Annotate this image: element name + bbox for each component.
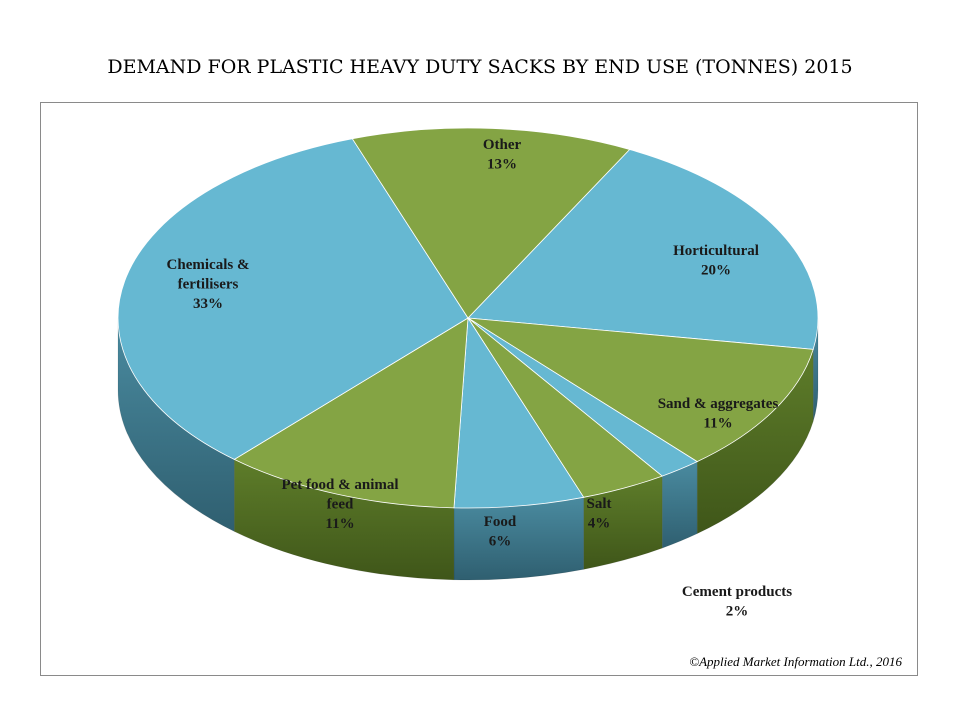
slice-label-petfood-line2: feed xyxy=(327,497,354,513)
slice-label-petfood-line1: Pet food & animal xyxy=(281,477,398,493)
pie-slice-sand xyxy=(467,317,814,463)
slice-value-salt: 4% xyxy=(588,516,611,532)
pie-labels: Horticultural 20% Sand & aggregates 11% Ceme… xyxy=(167,137,793,620)
slice-value-cement: 2% xyxy=(726,604,749,620)
slice-value-horticultural: 20% xyxy=(701,263,731,279)
slice-label-salt: Salt xyxy=(586,496,611,512)
slice-label-chemicals-line2: fertilisers xyxy=(178,277,239,293)
slice-label-sand: Sand & aggregates xyxy=(658,396,779,412)
pie-side-food xyxy=(453,496,584,581)
slice-label-cement: Cement products xyxy=(682,584,792,600)
slice-label-other: Other xyxy=(483,137,522,153)
copyright-credit: ©Applied Market Information Ltd., 2016 xyxy=(689,654,902,669)
pie-slice-petfood xyxy=(233,317,469,509)
chart-title: DEMAND FOR PLASTIC HEAVY DUTY SACKS BY E… xyxy=(107,56,853,78)
slice-label-chemicals-line1: Chemicals & xyxy=(167,257,250,273)
pie-side-cement xyxy=(661,461,698,549)
slice-value-chemicals: 33% xyxy=(193,296,223,312)
slice-value-other: 13% xyxy=(487,157,517,173)
slice-value-petfood: 11% xyxy=(325,516,354,532)
slice-value-sand: 11% xyxy=(703,416,732,432)
pie-slice-chemicals xyxy=(117,138,469,460)
pie-slice-food xyxy=(453,316,585,509)
pie-side-walls xyxy=(117,317,819,581)
slice-value-food: 6% xyxy=(489,534,512,550)
slice-label-food: Food xyxy=(484,514,517,530)
pie-slice-other xyxy=(351,127,631,319)
pie-slice-horticultural xyxy=(467,149,819,350)
slice-label-horticultural: Horticultural xyxy=(673,243,759,259)
pie-slices xyxy=(117,127,819,509)
